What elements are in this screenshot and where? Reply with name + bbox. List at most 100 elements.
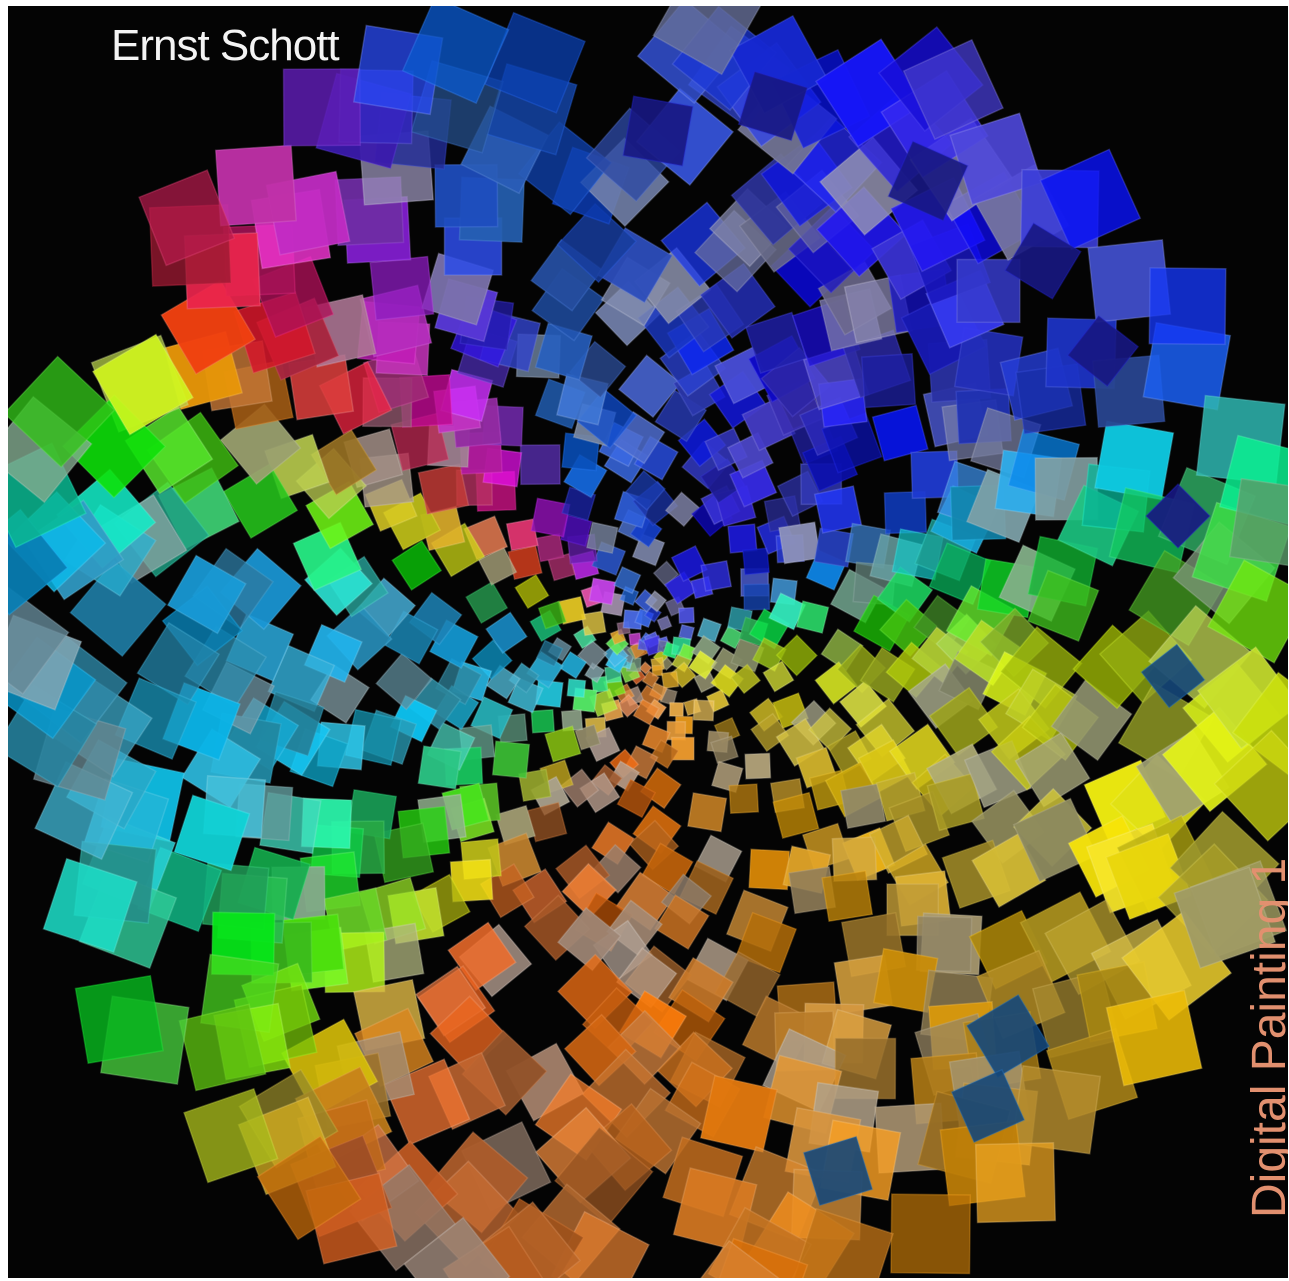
artwork-square (700, 560, 733, 592)
artwork-square (1206, 559, 1288, 664)
artwork-square (641, 669, 660, 689)
artwork-square (670, 545, 708, 583)
artwork-square (692, 699, 715, 722)
artwork-square (926, 772, 986, 832)
artwork-square (558, 650, 588, 680)
artwork-square (887, 140, 969, 222)
artwork-square (649, 739, 680, 770)
artwork-square (772, 791, 820, 839)
artwork-square (1014, 731, 1091, 808)
artwork-square (8, 355, 116, 468)
artwork-square (710, 663, 745, 698)
artwork-square (391, 539, 443, 591)
spiral-squares-artwork (8, 6, 1288, 1278)
artwork-square (750, 712, 790, 753)
album-cover: Ernst Schott Digital Painting 1 (8, 6, 1288, 1278)
artwork-square (950, 1068, 1026, 1144)
artwork-square (839, 782, 887, 830)
artwork-square (876, 565, 934, 623)
artwork-square (574, 723, 602, 751)
artwork-square (256, 1135, 362, 1241)
artwork-square (678, 623, 695, 641)
artwork-square (1004, 222, 1082, 300)
artwork-square (790, 1207, 895, 1278)
artwork-square (535, 639, 564, 668)
artwork-square (683, 1239, 790, 1278)
artwork-square (616, 778, 657, 819)
artwork-square (719, 625, 745, 650)
artwork-square (1011, 1064, 1102, 1155)
artwork-square (1039, 148, 1142, 251)
artwork-square (69, 559, 167, 658)
artwork-square (588, 577, 617, 606)
artwork-square (519, 444, 561, 486)
artwork-square (678, 642, 697, 661)
artwork-square (644, 589, 668, 613)
artwork-square (530, 497, 571, 538)
artwork-square (710, 760, 744, 794)
artwork-square (214, 144, 297, 227)
artwork-square (687, 792, 728, 833)
artwork-square (714, 950, 781, 1018)
artwork-square (74, 974, 164, 1065)
artwork-square (699, 262, 777, 340)
artwork-square (517, 768, 552, 803)
artwork-square (928, 686, 999, 757)
artwork-square (1213, 729, 1288, 842)
artwork-square (1173, 866, 1277, 970)
artwork-square (751, 636, 787, 672)
artwork-square (871, 404, 929, 462)
artwork-square (668, 701, 685, 717)
artwork-square (632, 698, 660, 726)
album-title: Digital Painting 1 (1243, 858, 1288, 1218)
artwork-square (710, 735, 739, 765)
artwork-square (615, 946, 678, 1009)
artwork-square (651, 664, 664, 677)
artwork-square (656, 615, 673, 632)
artwork-square (1027, 569, 1100, 642)
artwork-square (282, 68, 362, 147)
artwork-square (727, 523, 758, 554)
artwork-square (728, 783, 760, 815)
artwork-square (878, 598, 938, 658)
artwork-square (1066, 314, 1140, 388)
artwork-square (687, 649, 718, 680)
artwork-square (965, 993, 1051, 1079)
artwork-square (737, 70, 809, 142)
artwork-square (638, 661, 653, 675)
artwork-square (544, 725, 582, 763)
artwork-square (375, 652, 434, 711)
artwork-square (615, 693, 641, 718)
artwork-square (730, 663, 762, 695)
artwork-square (653, 894, 710, 951)
artwork-square (622, 95, 694, 167)
artwork-square (485, 611, 528, 655)
artwork-square (580, 610, 607, 637)
artwork-square (166, 554, 247, 635)
artwork-square (1094, 420, 1175, 501)
artist-name: Ernst Schott (111, 21, 340, 70)
artwork-square (584, 662, 606, 684)
artwork-square (178, 1003, 267, 1092)
artwork-square (663, 570, 698, 605)
artwork-square (795, 600, 830, 634)
artwork-square (813, 485, 863, 534)
artwork-square (42, 857, 138, 954)
artwork-square (860, 352, 917, 409)
artwork-square (613, 566, 642, 595)
artwork-square (1228, 477, 1288, 570)
artwork-square (8, 508, 69, 616)
artwork-square (173, 794, 251, 872)
artwork-square (778, 521, 822, 565)
artwork-square (183, 1087, 279, 1184)
artwork-square (586, 521, 619, 555)
artwork-square (974, 1141, 1057, 1224)
artwork-square (821, 870, 874, 923)
artwork-square (890, 1193, 972, 1275)
artwork-square (403, 1216, 511, 1278)
artwork-square (660, 670, 680, 690)
artwork-square (762, 660, 795, 693)
artwork-square (775, 634, 818, 677)
artwork-square (652, 6, 762, 76)
artwork-square (222, 463, 299, 540)
